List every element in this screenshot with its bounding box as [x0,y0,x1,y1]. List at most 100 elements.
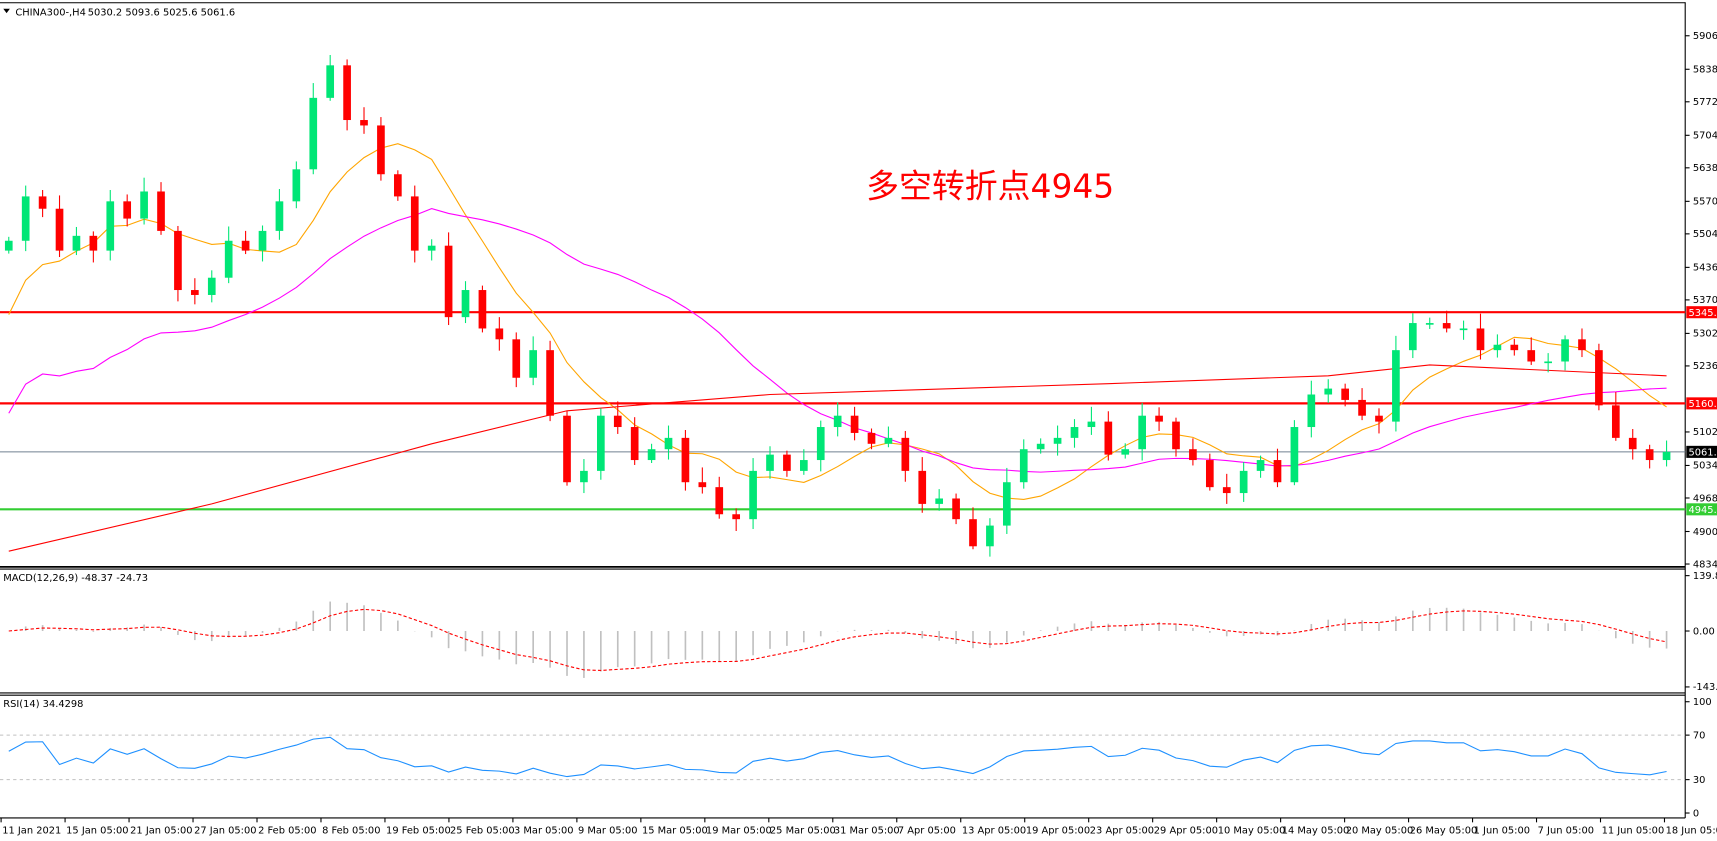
candle-body [1155,415,1163,422]
macd-title: MACD(12,26,9) -48.37 -24.73 [3,573,148,584]
time-tick-label: 31 Mar 05:00 [834,825,900,836]
triangle-down-icon[interactable] [3,8,10,14]
candle [529,336,538,386]
candle [681,429,690,491]
candle-body [799,460,808,471]
candle-body [1561,339,1569,362]
candle [952,493,960,525]
macd-tick-label: 139.86 [1693,571,1717,582]
rsi-tick-label: 0 [1693,808,1699,819]
candle [207,270,216,303]
candle-body [89,235,98,251]
candle [410,185,419,263]
candle [275,189,284,240]
candle-body [174,230,182,291]
candle-body [191,290,199,295]
time-tick-label: 21 Jan 05:00 [130,825,192,836]
time-tick-label: 15 Mar 05:00 [642,825,708,836]
candle [157,182,165,235]
candle [1273,448,1282,488]
time-tick-label: 25 Mar 05:00 [770,825,836,836]
candle [1442,310,1451,333]
candle [749,458,757,530]
price-tick-label: 5638.0 [1693,163,1717,174]
rsi-tick-label: 70 [1693,730,1706,741]
candle-body [1256,460,1265,471]
candle [546,340,554,422]
candle [986,518,994,557]
price-tick-label: 5436.0 [1693,263,1717,274]
candle-body [241,240,250,251]
candle-body [1476,328,1485,351]
time-tick-label: 2 Feb 05:00 [258,825,316,836]
candle-body [1324,388,1333,395]
candle [1053,425,1062,456]
candle [613,401,622,434]
price-tick-label: 5838.0 [1693,65,1717,76]
candle-body [732,514,741,520]
candle-body [1222,487,1231,494]
candle-body [1408,323,1417,351]
candle-body [1645,449,1654,461]
time-tick-label: 13 Apr 05:00 [962,825,1026,836]
candle [1036,438,1045,454]
candle-body [698,482,707,488]
price-tick-label: 4900.0 [1693,527,1717,538]
candle-body [1104,421,1113,455]
candle-body [461,290,470,318]
time-tick-label: 29 Apr 05:00 [1154,825,1218,836]
candle [1239,462,1248,502]
candle [89,231,98,263]
time-axis: 11 Jan 2021 15 Jan 05:00 21 Jan 05:00 27 Ja… [0,817,1717,836]
candle-body [1239,470,1248,494]
candle [1087,406,1096,435]
candle-body [630,427,639,461]
candle [1527,337,1536,365]
candle [1070,419,1079,448]
candle [55,195,64,258]
candle-body [495,328,504,340]
candle [38,190,47,218]
time-tick-label: 19 Apr 05:00 [1026,825,1090,836]
candle-body [326,65,335,98]
horizontal-levels [0,311,1686,511]
time-tick-label: 3 Mar 05:00 [514,825,574,836]
candle [901,430,910,482]
candle [1341,383,1349,407]
price-tick-label: 5504.0 [1693,229,1717,240]
candle-body [38,196,47,209]
candle-body [106,201,115,251]
candle [224,226,233,284]
candle [580,459,588,494]
price-tick-label: 5704.0 [1693,131,1717,142]
candle [1172,417,1180,457]
level-badge-label: 5345.0 [1688,308,1717,319]
candle [1358,388,1366,421]
candle [1104,411,1113,461]
macd-tick-label: 0.00 [1693,626,1715,637]
candle-body [901,437,910,471]
candle [1002,467,1011,534]
candle-body [207,277,216,295]
candle-body [1392,350,1400,422]
candle-body [1662,451,1671,461]
candle-body [427,245,436,251]
candle-body [1628,437,1637,450]
candle [343,59,351,131]
candle-body [1375,415,1383,422]
candle [1155,407,1163,431]
candle-body [1053,437,1062,444]
candle-body [715,487,724,515]
candle-body [1172,421,1180,450]
candle [461,281,470,324]
candle-body [292,169,301,202]
macd-axis: 139.86 0.00 -143.82 [1685,571,1717,693]
candle-body [969,519,977,547]
candle [258,225,267,262]
candle-body [1527,350,1536,362]
candle [698,467,707,494]
candle [783,450,791,477]
candle [918,457,927,513]
candle [1121,443,1130,459]
